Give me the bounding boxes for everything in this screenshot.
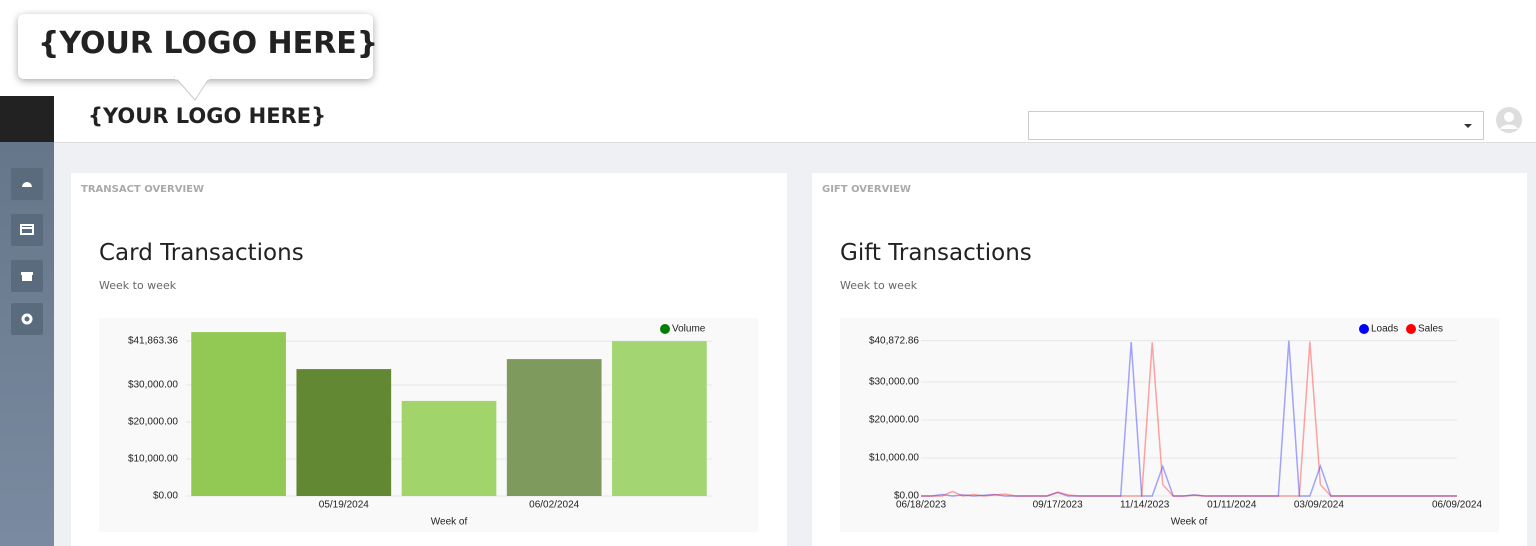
- x-axis-label: Week of: [1171, 517, 1208, 528]
- chart: $0.00 $10,000.00 $20,000.00 $30,000.00 $41,8…: [99, 318, 758, 532]
- logo-callout: [18, 14, 373, 79]
- card-button[interactable]: [11, 214, 43, 246]
- x-tick-label: 05/19/2024: [319, 500, 369, 511]
- y-tick-label: $0.00: [894, 491, 919, 502]
- y-tick-label: $41,863.36: [128, 336, 178, 347]
- panel-subtitle: Week to week: [99, 279, 177, 292]
- line: [921, 341, 1457, 497]
- y-tick-label: $30,000.00: [869, 377, 919, 388]
- legend-label: Volume: [672, 324, 706, 335]
- legend-label: Sales: [1418, 324, 1443, 335]
- legend-label: Loads: [1371, 324, 1398, 335]
- bar: [612, 341, 707, 496]
- y-tick-label: $20,000.00: [869, 415, 919, 426]
- chart: $0.00 $10,000.00 $20,000.00 $30,000.00 $40,8…: [840, 318, 1499, 532]
- bar: [296, 369, 392, 496]
- bar: [191, 332, 286, 496]
- y-tick-label: $20,000.00: [128, 417, 178, 428]
- callout-pointer: [173, 76, 211, 101]
- x-axis-label: Week of: [431, 517, 468, 528]
- select-dropdown[interactable]: [1028, 111, 1484, 140]
- legend-marker: [1359, 324, 1369, 334]
- bar: [401, 400, 497, 496]
- sidebar-top: [0, 96, 54, 142]
- gift-button[interactable]: [11, 260, 43, 292]
- x-tick-label: 06/09/2024: [1432, 500, 1482, 511]
- y-tick-label: $0.00: [153, 491, 178, 502]
- sidebar: [0, 142, 54, 546]
- logo: {YOUR LOGO HERE}: [88, 104, 327, 128]
- dashboard-button[interactable]: [11, 168, 43, 200]
- panel-label: GIFT OVERVIEW: [822, 184, 911, 195]
- legend-marker: [1406, 324, 1416, 334]
- settings-button[interactable]: [11, 303, 43, 335]
- x-tick-label: 09/17/2023: [1033, 500, 1083, 511]
- logo-callout-text: {YOUR LOGO HERE}: [38, 26, 379, 61]
- legend-marker: [660, 324, 670, 334]
- panel-subtitle: Week to week: [840, 279, 918, 292]
- avatar[interactable]: [1495, 106, 1523, 134]
- x-tick-label: 03/09/2024: [1294, 500, 1344, 511]
- line: [921, 340, 1457, 497]
- panel-title: Card Transactions: [99, 240, 304, 266]
- y-tick-label: $10,000.00: [869, 453, 919, 464]
- y-tick-label: $30,000.00: [128, 380, 178, 391]
- x-tick-label: 06/02/2024: [529, 500, 579, 511]
- x-tick-label: 11/14/2023: [1120, 500, 1170, 511]
- bar: [506, 359, 602, 496]
- x-tick-label: 06/18/2023: [896, 500, 946, 511]
- y-tick-label: $10,000.00: [128, 454, 178, 465]
- x-tick-label: 01/11/2024: [1207, 500, 1257, 511]
- panel-label: TRANSACT OVERVIEW: [81, 184, 205, 195]
- y-tick-label: $40,872.86: [869, 335, 919, 346]
- panel-title: Gift Transactions: [840, 240, 1032, 266]
